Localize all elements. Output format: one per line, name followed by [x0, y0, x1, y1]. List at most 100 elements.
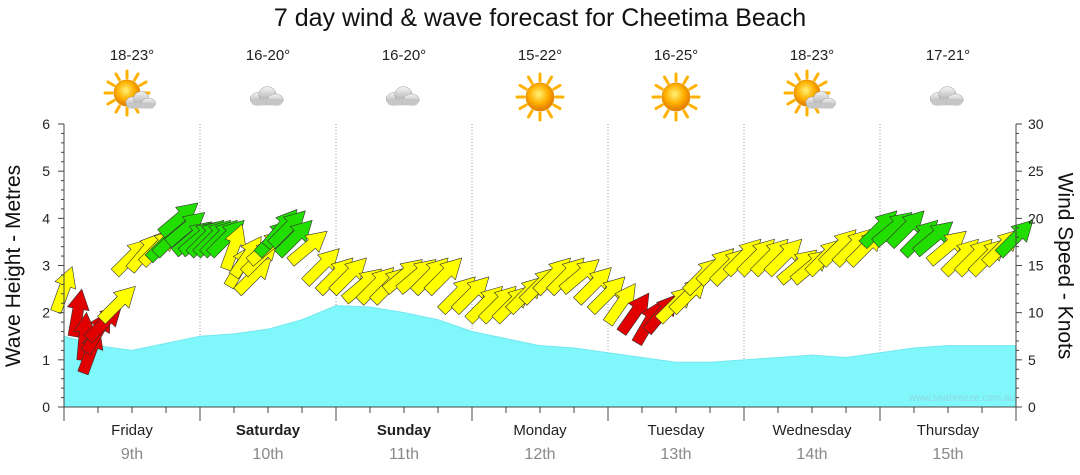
wind-arrow [616, 292, 650, 336]
wind-arrow [763, 238, 803, 278]
sun-ray [518, 103, 528, 110]
sun-ray [786, 80, 796, 87]
wind-arrow [603, 283, 636, 327]
cloud-shape [249, 86, 284, 106]
sun-ray [794, 104, 801, 114]
wind-arrow [558, 259, 600, 295]
day-label: Monday [513, 422, 567, 439]
cloudy-icon [249, 86, 284, 106]
sun-ray [682, 75, 689, 85]
temperature-range: 16-25° [654, 47, 698, 64]
left-tick-label: 6 [42, 116, 50, 132]
day-label: Tuesday [648, 422, 705, 439]
right-tick-label: 20 [1028, 210, 1044, 226]
right-tick-label: 10 [1028, 305, 1044, 321]
sun-ray [114, 104, 121, 114]
wind-arrow [220, 223, 247, 272]
temperature-range: 16-20° [382, 47, 426, 64]
chart-title: 7 day wind & wave forecast for Cheetima … [273, 4, 807, 32]
sun-disc [525, 82, 555, 112]
date-label: 14th [796, 446, 827, 463]
partly-cloudy-icon [783, 69, 836, 117]
sun-ray [786, 99, 796, 106]
date-label: 9th [121, 446, 143, 463]
wind-arrow [450, 276, 490, 315]
date-label: 12th [524, 446, 555, 463]
sun-ray [133, 72, 140, 82]
day-label: Thursday [917, 422, 980, 439]
sun-ray [813, 72, 820, 82]
cloudy-icon [385, 86, 420, 106]
wind-arrow [274, 219, 313, 259]
sun-shape [515, 72, 565, 122]
wind-arrow [586, 276, 626, 315]
temperature-range: 16-20° [246, 47, 290, 64]
cloud-shape [385, 86, 420, 106]
wind-arrow [267, 210, 306, 249]
cloud-base [251, 98, 282, 106]
day-label: Sunday [377, 422, 432, 439]
sun-ray [552, 84, 562, 91]
right-tick-label: 25 [1028, 163, 1044, 179]
sun-ray [654, 84, 664, 91]
left-tick-label: 0 [42, 399, 50, 415]
watermark: www.seabreeze.com.au [908, 393, 1015, 404]
sun-ray [106, 99, 116, 106]
partly-cloudy-icon [103, 69, 156, 117]
sun-shape [103, 69, 151, 117]
date-label: 13th [660, 446, 691, 463]
wave-area-series [63, 305, 1017, 408]
temperature-range: 18-23° [790, 47, 834, 64]
cloud-base [387, 98, 418, 106]
sun-ray [688, 103, 698, 110]
sun-ray [663, 75, 670, 85]
right-tick-label: 0 [1028, 399, 1036, 415]
axes: 0 1 2 3 4 5 6 0 5 10 15 20 25 30 Friday 9th Saturday 10th… [42, 116, 1044, 463]
day-label: Friday [111, 422, 153, 439]
cloud-base [807, 102, 835, 109]
wave-height-area [63, 305, 1017, 408]
wind-arrow [301, 248, 340, 287]
wind-arrow [925, 230, 967, 267]
left-tick-label: 5 [42, 163, 50, 179]
wind-arrow [573, 267, 612, 306]
sun-ray [552, 103, 562, 110]
date-label: 11th [389, 446, 419, 463]
left-tick-label: 2 [42, 305, 50, 321]
cloudy-icon [929, 86, 964, 106]
sun-ray [527, 109, 534, 119]
sunny-icon [515, 72, 565, 122]
day-forecast-header: 18-23° 16-20° 16-20° 15-22° 16-25° 18-23° 17-2… [103, 47, 970, 122]
cloud-base [931, 98, 962, 106]
sun-ray [654, 103, 664, 110]
sun-ray [663, 109, 670, 119]
day-label: Saturday [236, 422, 301, 439]
sun-ray [114, 72, 121, 82]
cloud-shape [929, 86, 964, 106]
right-tick-label: 30 [1028, 116, 1044, 132]
wind-arrow [164, 212, 206, 248]
sun-ray [546, 109, 553, 119]
cloud-base [127, 102, 155, 109]
date-label: 10th [252, 446, 283, 463]
cloud-shape [805, 91, 836, 109]
wind-arrow [157, 202, 199, 239]
wind-arrow [423, 257, 463, 297]
wind-arrow-series [50, 202, 1034, 376]
left-tick-label: 1 [42, 352, 50, 368]
left-tick-label: 4 [42, 210, 50, 226]
left-tick-label: 3 [42, 258, 50, 274]
right-tick-label: 15 [1028, 258, 1044, 274]
cloud-shape [125, 91, 156, 109]
date-label: 15th [932, 446, 963, 463]
sun-shape [651, 72, 701, 122]
sun-ray [546, 75, 553, 85]
temperature-range: 18-23° [110, 47, 154, 64]
sun-ray [518, 84, 528, 91]
temperature-range: 15-22° [518, 47, 562, 64]
sun-ray [688, 84, 698, 91]
wind-arrow [50, 266, 77, 314]
day-label: Wednesday [773, 422, 852, 439]
sun-ray [818, 80, 828, 87]
